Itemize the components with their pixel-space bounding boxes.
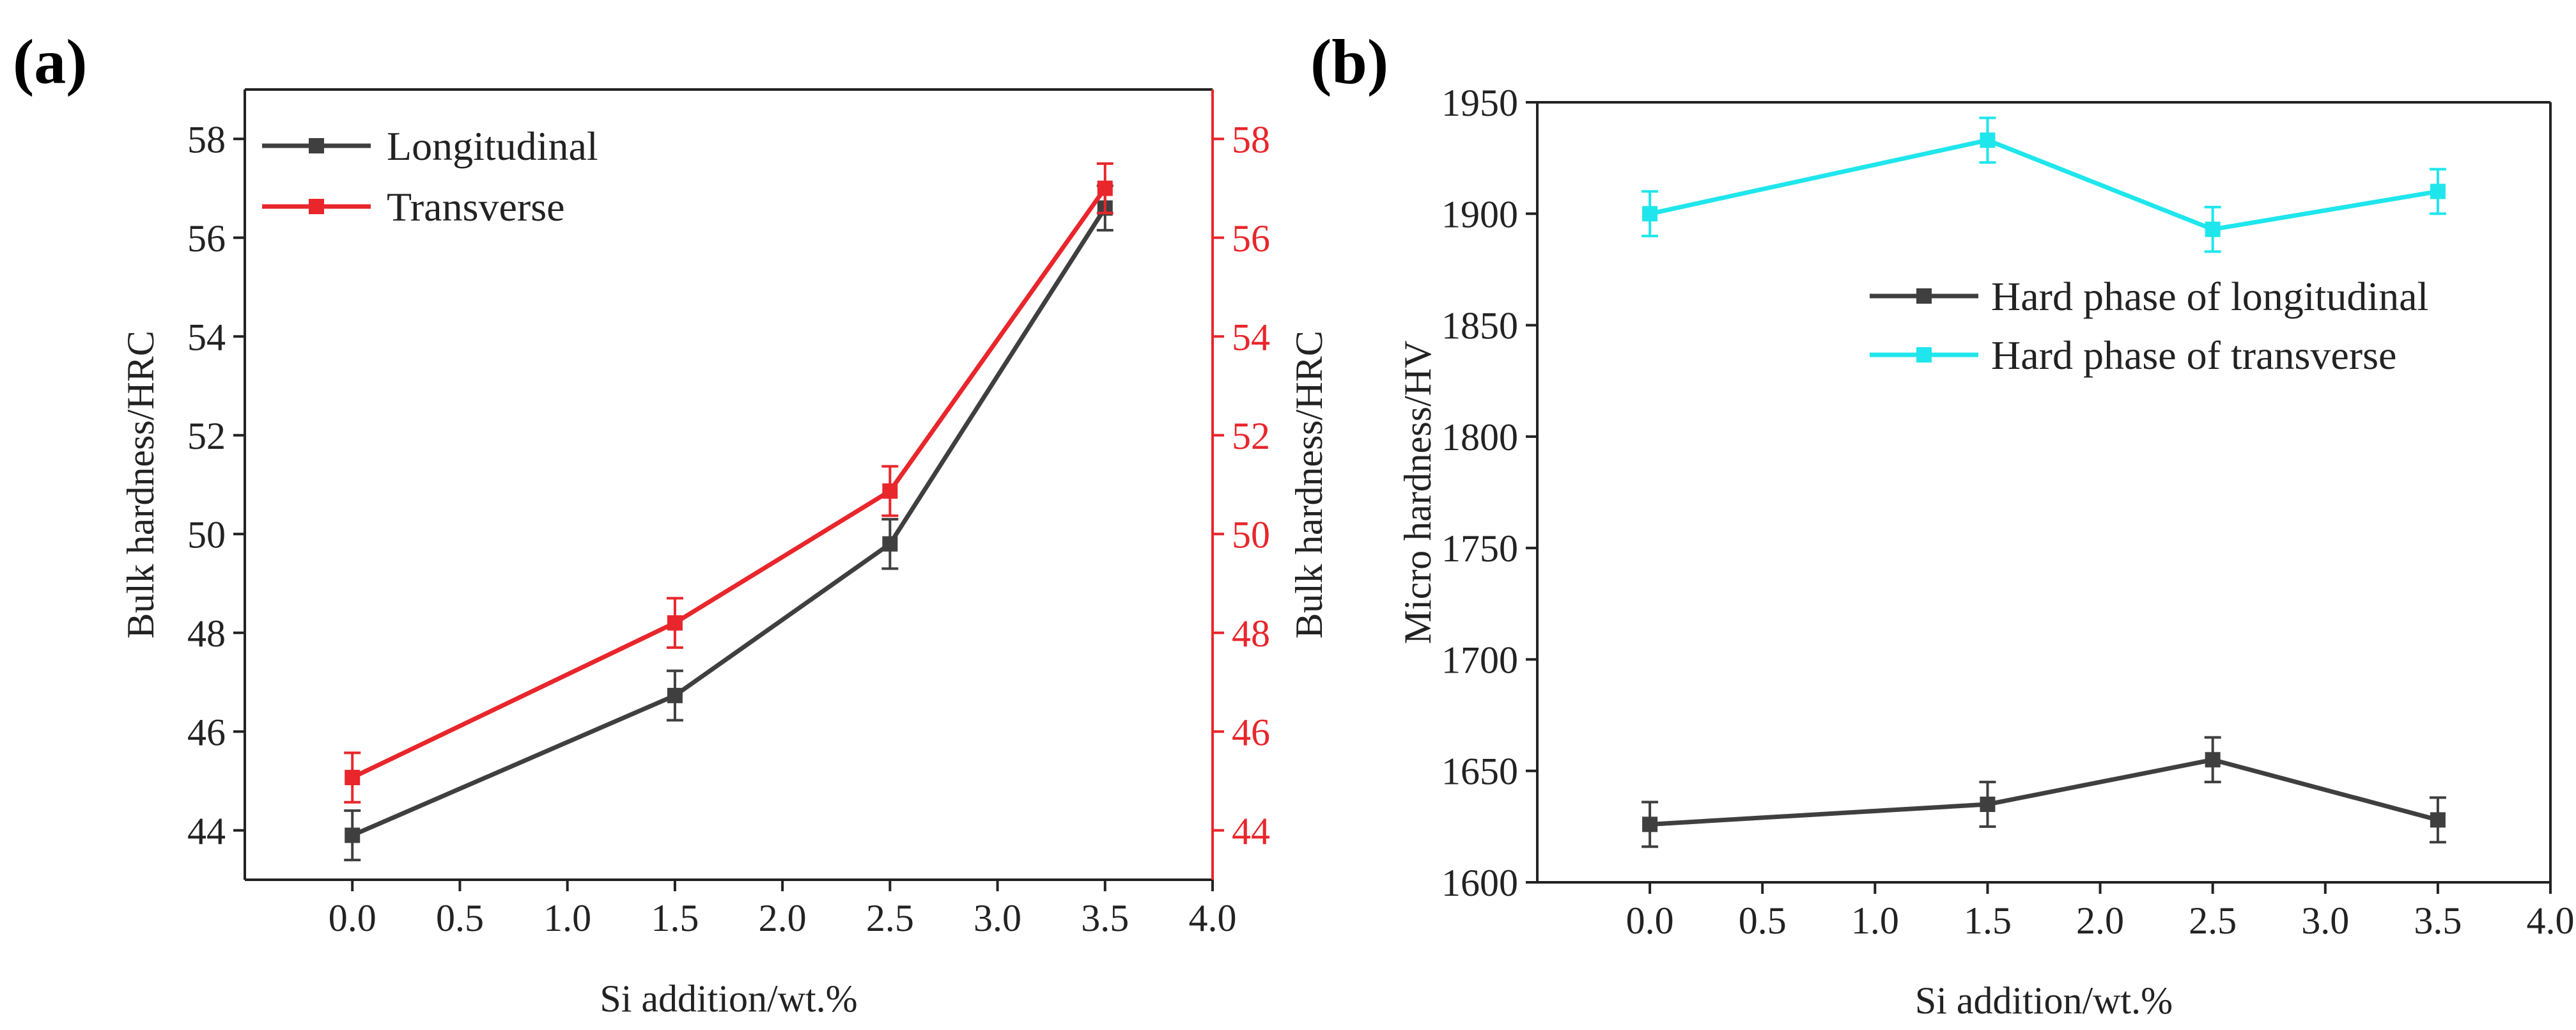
panel-a-y-tick-label: 58 xyxy=(187,118,226,160)
panel-b-point-hard-phase-of-transverse xyxy=(2205,221,2221,237)
legend-label-transverse: Transverse xyxy=(387,184,565,230)
panel-b-chart: (b) Si addition/wt.% Micro hardness/HV H… xyxy=(1310,26,2575,1022)
panel-b-x-tick-label: 4.0 xyxy=(2527,900,2575,942)
panel-a-y-tick-label: 44 xyxy=(187,810,226,852)
panel-a-x-tick-label: 2.0 xyxy=(759,897,807,939)
panel-b-x-axis-label: Si addition/wt.% xyxy=(1915,979,2173,1022)
panel-a-right-y-tick-label: 50 xyxy=(1232,513,1270,556)
panel-b-y-tick-label: 1850 xyxy=(1441,305,1518,347)
panel-a-right-y-tick-label: 46 xyxy=(1232,711,1270,753)
panel-a-x-tick-label: 0.0 xyxy=(329,897,376,939)
panel-a-y-tick-label: 50 xyxy=(187,513,226,556)
legend-marker-hard-phase-transverse xyxy=(1916,347,1932,363)
panel-b-x-tick-label: 0.0 xyxy=(1626,900,1674,942)
panel-a-y-tick-label: 48 xyxy=(187,613,226,655)
panel-b-point-hard-phase-of-longitudinal xyxy=(2205,752,2221,768)
panel-a-x-tick-label: 3.0 xyxy=(974,897,1021,939)
panel-b-x-tick-label: 0.5 xyxy=(1739,900,1787,942)
panel-a-x-tick-label: 3.5 xyxy=(1081,897,1129,939)
panel-b-y-tick-label: 1950 xyxy=(1441,82,1518,124)
panel-a-point-transverse xyxy=(345,770,361,786)
panel-a-right-y-tick-label: 48 xyxy=(1232,613,1270,655)
panel-a-x-axis-label: Si addition/wt.% xyxy=(600,978,857,1020)
panel-b-y-axis-label: Micro hardness/HV xyxy=(1397,341,1439,644)
panel-b-point-hard-phase-of-longitudinal xyxy=(1642,816,1658,832)
panel-b-y-tick-label: 1600 xyxy=(1441,862,1518,904)
panel-a-right-y-tick-label: 44 xyxy=(1232,810,1270,852)
panel-b-x-tick-label: 1.0 xyxy=(1851,900,1899,942)
panel-b-point-hard-phase-of-transverse xyxy=(1642,206,1658,222)
panel-b-x-tick-label: 3.0 xyxy=(2301,900,2349,942)
panel-a-point-transverse xyxy=(882,483,898,499)
panel-a-x-tick-label: 1.0 xyxy=(543,897,591,939)
panel-a-legend: Longitudinal Transverse xyxy=(262,123,598,230)
panel-b-x-tick-label: 2.0 xyxy=(2076,900,2124,942)
panel-a-x-tick-label: 2.5 xyxy=(866,897,914,939)
panel-b-y-tick-label: 1650 xyxy=(1441,751,1518,793)
panel-a-right-y-tick-label: 56 xyxy=(1232,217,1270,260)
panel-b-label: (b) xyxy=(1310,26,1388,97)
panel-a-point-longitudinal xyxy=(345,827,361,843)
panel-b-line-hard-phase-of-longitudinal xyxy=(1649,757,2439,827)
legend-marker-longitudinal xyxy=(309,138,324,153)
panel-a-right-y-tick-label: 54 xyxy=(1232,316,1270,358)
panel-a-x-tick-label: 4.0 xyxy=(1189,897,1237,939)
panel-a-label: (a) xyxy=(13,26,88,97)
panel-a-left-y-axis-label: Bulk hardness/HRC xyxy=(120,331,162,639)
panel-b-point-hard-phase-of-longitudinal xyxy=(2430,812,2446,828)
panel-a-line-longitudinal xyxy=(351,207,1107,838)
panel-b-point-hard-phase-of-longitudinal xyxy=(1980,797,1996,812)
legend-marker-hard-phase-longitudinal xyxy=(1916,288,1932,304)
panel-a-y-tick-label: 56 xyxy=(187,217,226,260)
panel-a-y-tick-label: 54 xyxy=(187,316,226,358)
panel-b-x-tick-label: 1.5 xyxy=(1964,900,2012,942)
legend-marker-transverse xyxy=(309,199,324,214)
panel-a-line-transverse xyxy=(351,187,1107,780)
legend-label-hard-phase-transverse: Hard phase of transverse xyxy=(1991,332,2396,378)
panel-b-y-tick-label: 1700 xyxy=(1441,639,1518,681)
panel-b-point-hard-phase-of-transverse xyxy=(1980,132,1996,148)
panel-a-point-longitudinal xyxy=(882,536,898,552)
panel-b-y-tick-label: 1900 xyxy=(1441,193,1518,235)
panel-b-x-tick-label: 2.5 xyxy=(2189,900,2237,942)
panel-b-x-tick-label: 3.5 xyxy=(2414,900,2462,942)
panel-b-legend: Hard phase of longitudinal Hard phase of… xyxy=(1870,274,2428,378)
panel-a-y-tick-label: 46 xyxy=(187,711,226,753)
panel-a-point-transverse xyxy=(667,615,683,631)
panel-a-x-tick-label: 0.5 xyxy=(436,897,484,939)
legend-label-longitudinal: Longitudinal xyxy=(387,123,598,169)
panel-a-x-tick-label: 1.5 xyxy=(651,897,699,939)
panel-a-right-y-axis-label: Bulk hardness/HRC xyxy=(1288,331,1330,639)
panel-b-y-tick-label: 1750 xyxy=(1441,527,1518,570)
panel-a-right-y-tick-label: 58 xyxy=(1232,118,1270,160)
panel-b-point-hard-phase-of-transverse xyxy=(2430,183,2446,199)
panel-a-y-tick-label: 52 xyxy=(187,415,226,457)
panel-b-y-tick-label: 1800 xyxy=(1441,416,1518,458)
panel-a-right-y-tick-label: 52 xyxy=(1232,415,1270,457)
legend-label-hard-phase-longitudinal: Hard phase of longitudinal xyxy=(1991,274,2428,319)
panel-a-point-longitudinal xyxy=(667,687,683,703)
panel-a-point-transverse xyxy=(1097,180,1113,196)
panel-b-line-hard-phase-of-transverse xyxy=(1649,137,2439,232)
panel-a-chart: (a) Si addition/wt.% Bulk hardness/HRC B… xyxy=(13,26,1330,1020)
